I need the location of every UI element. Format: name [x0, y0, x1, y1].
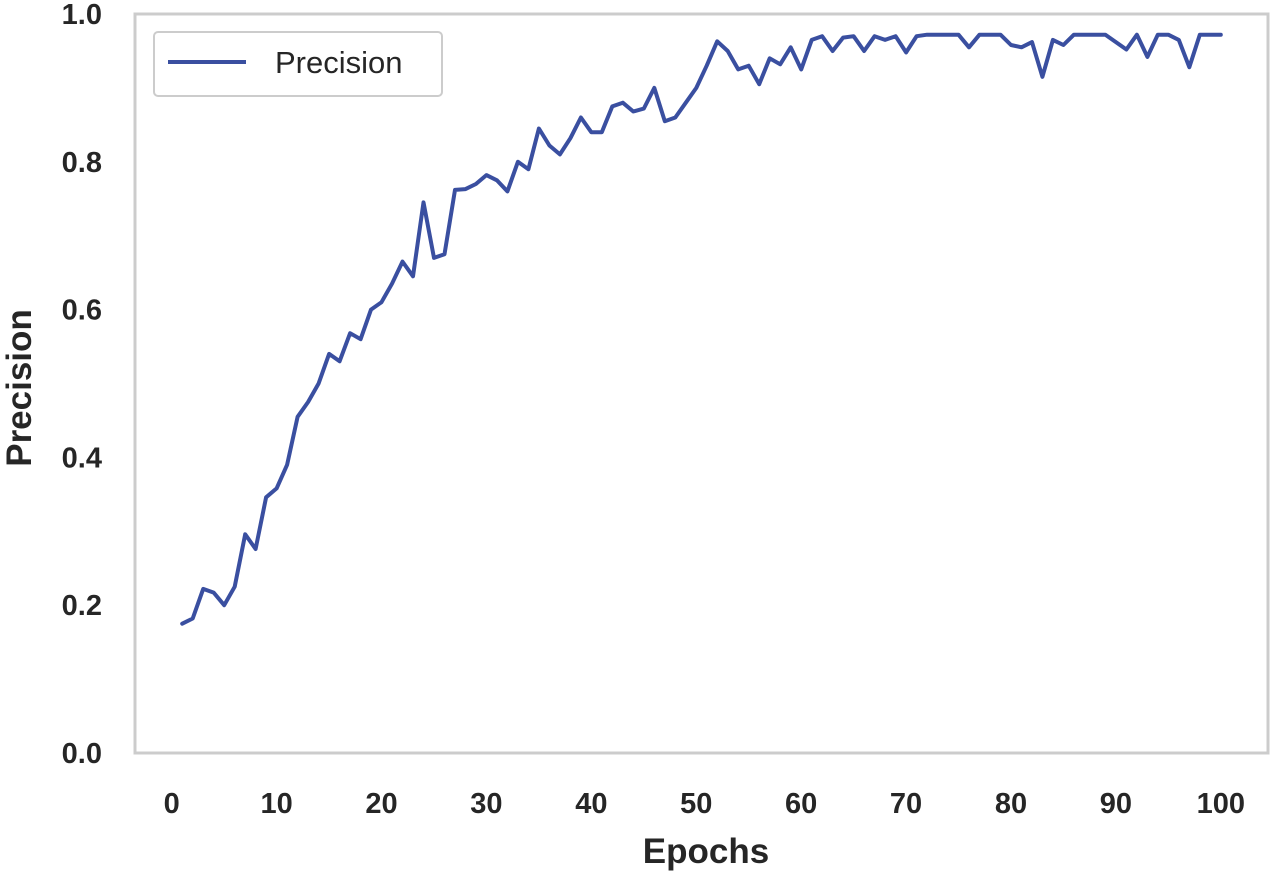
y-tick-label: 0.0 [62, 738, 102, 770]
x-tick-label: 80 [995, 788, 1027, 820]
x-tick-label: 100 [1197, 788, 1245, 820]
y-axis-label: Precision [0, 309, 39, 467]
x-tick-label: 0 [164, 788, 180, 820]
x-tick-label: 90 [1100, 788, 1132, 820]
y-tick-label: 0.2 [62, 590, 102, 622]
x-tick-label: 60 [785, 788, 817, 820]
legend-label: Precision [275, 45, 403, 80]
legend: Precision [153, 31, 443, 97]
x-tick-label: 70 [890, 788, 922, 820]
legend-box [153, 31, 443, 97]
y-tick-label: 0.6 [62, 295, 102, 327]
plot-area [133, 12, 1270, 755]
x-tick-label: 40 [575, 788, 607, 820]
x-tick-labels: 0 10 20 30 40 50 60 70 80 90 100 [164, 788, 1245, 820]
y-tick-label: 0.8 [62, 147, 102, 179]
x-axis-label: Epochs [643, 832, 769, 871]
y-tick-label: 0.4 [62, 442, 102, 474]
x-tick-label: 10 [260, 788, 292, 820]
x-tick-label: 50 [680, 788, 712, 820]
y-tick-labels: 0.0 0.2 0.4 0.6 0.8 1.0 [62, 0, 102, 770]
y-tick-label: 1.0 [62, 0, 102, 31]
series-layer [180, 32, 1223, 626]
series-line-precision [180, 32, 1223, 626]
x-tick-label: 20 [365, 788, 397, 820]
x-tick-label: 30 [470, 788, 502, 820]
